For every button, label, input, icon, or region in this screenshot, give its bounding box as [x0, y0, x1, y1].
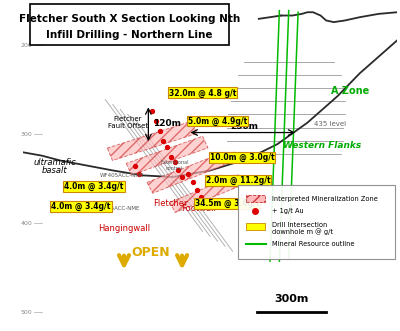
FancyBboxPatch shape	[30, 4, 229, 45]
Text: OPEN: OPEN	[131, 246, 170, 260]
Text: Infill Drilling - Northern Line: Infill Drilling - Northern Line	[46, 30, 213, 40]
Text: Fletcher: Fletcher	[154, 199, 188, 208]
Text: WF405ACC-NME: WF405ACC-NME	[100, 173, 144, 178]
Text: basalt: basalt	[42, 166, 68, 175]
Text: Fletcher
Fault Offset: Fletcher Fault Offset	[108, 116, 148, 129]
Text: 10.0m @ 3.0g/t: 10.0m @ 3.0g/t	[210, 153, 274, 162]
Text: Western Flanks: Western Flanks	[283, 141, 362, 150]
FancyBboxPatch shape	[246, 223, 265, 230]
Text: WF405ACC-NME: WF405ACC-NME	[96, 206, 141, 211]
Text: 32.0m @ 4.8 g/t: 32.0m @ 4.8 g/t	[169, 88, 236, 98]
Text: Mineral Resource outline: Mineral Resource outline	[272, 241, 354, 247]
Text: 34.5m @ 3.6g/t: 34.5m @ 3.6g/t	[195, 199, 259, 208]
Text: 400: 400	[20, 221, 32, 226]
Polygon shape	[126, 136, 208, 175]
Polygon shape	[107, 121, 197, 161]
Text: 4.0m @ 3.4g/t: 4.0m @ 3.4g/t	[51, 202, 111, 211]
Text: downhole m @ g/t: downhole m @ g/t	[272, 228, 333, 235]
Text: Hangingwall: Hangingwall	[98, 224, 150, 233]
Text: Extensional
control: Extensional control	[160, 160, 189, 171]
Text: 120m: 120m	[153, 119, 181, 128]
Text: 250m: 250m	[230, 121, 258, 131]
Text: 5.0m @ 4.9g/t: 5.0m @ 4.9g/t	[188, 117, 247, 125]
Text: 500: 500	[21, 310, 32, 315]
Text: A Zone: A Zone	[331, 86, 370, 96]
Text: 300m: 300m	[274, 294, 309, 304]
Text: + 1g/t Au: + 1g/t Au	[272, 208, 304, 214]
FancyBboxPatch shape	[238, 185, 396, 260]
Text: Drill Intersection: Drill Intersection	[272, 222, 327, 228]
Text: 4.0m @ 3.4g/t: 4.0m @ 3.4g/t	[64, 182, 124, 192]
Text: Footwall: Footwall	[182, 204, 216, 213]
Text: Interpreted Mineralization Zone: Interpreted Mineralization Zone	[272, 196, 378, 202]
Polygon shape	[170, 174, 243, 213]
Text: 435 level: 435 level	[314, 121, 346, 127]
Text: 2.0m @ 11.2g/t: 2.0m @ 11.2g/t	[206, 176, 270, 185]
Polygon shape	[147, 154, 224, 193]
Text: 200: 200	[20, 43, 32, 48]
FancyBboxPatch shape	[246, 195, 265, 203]
Text: 300: 300	[20, 132, 32, 137]
Text: ultramafic: ultramafic	[34, 158, 76, 167]
Text: Fletcher South X Section Looking Nth: Fletcher South X Section Looking Nth	[19, 14, 240, 24]
